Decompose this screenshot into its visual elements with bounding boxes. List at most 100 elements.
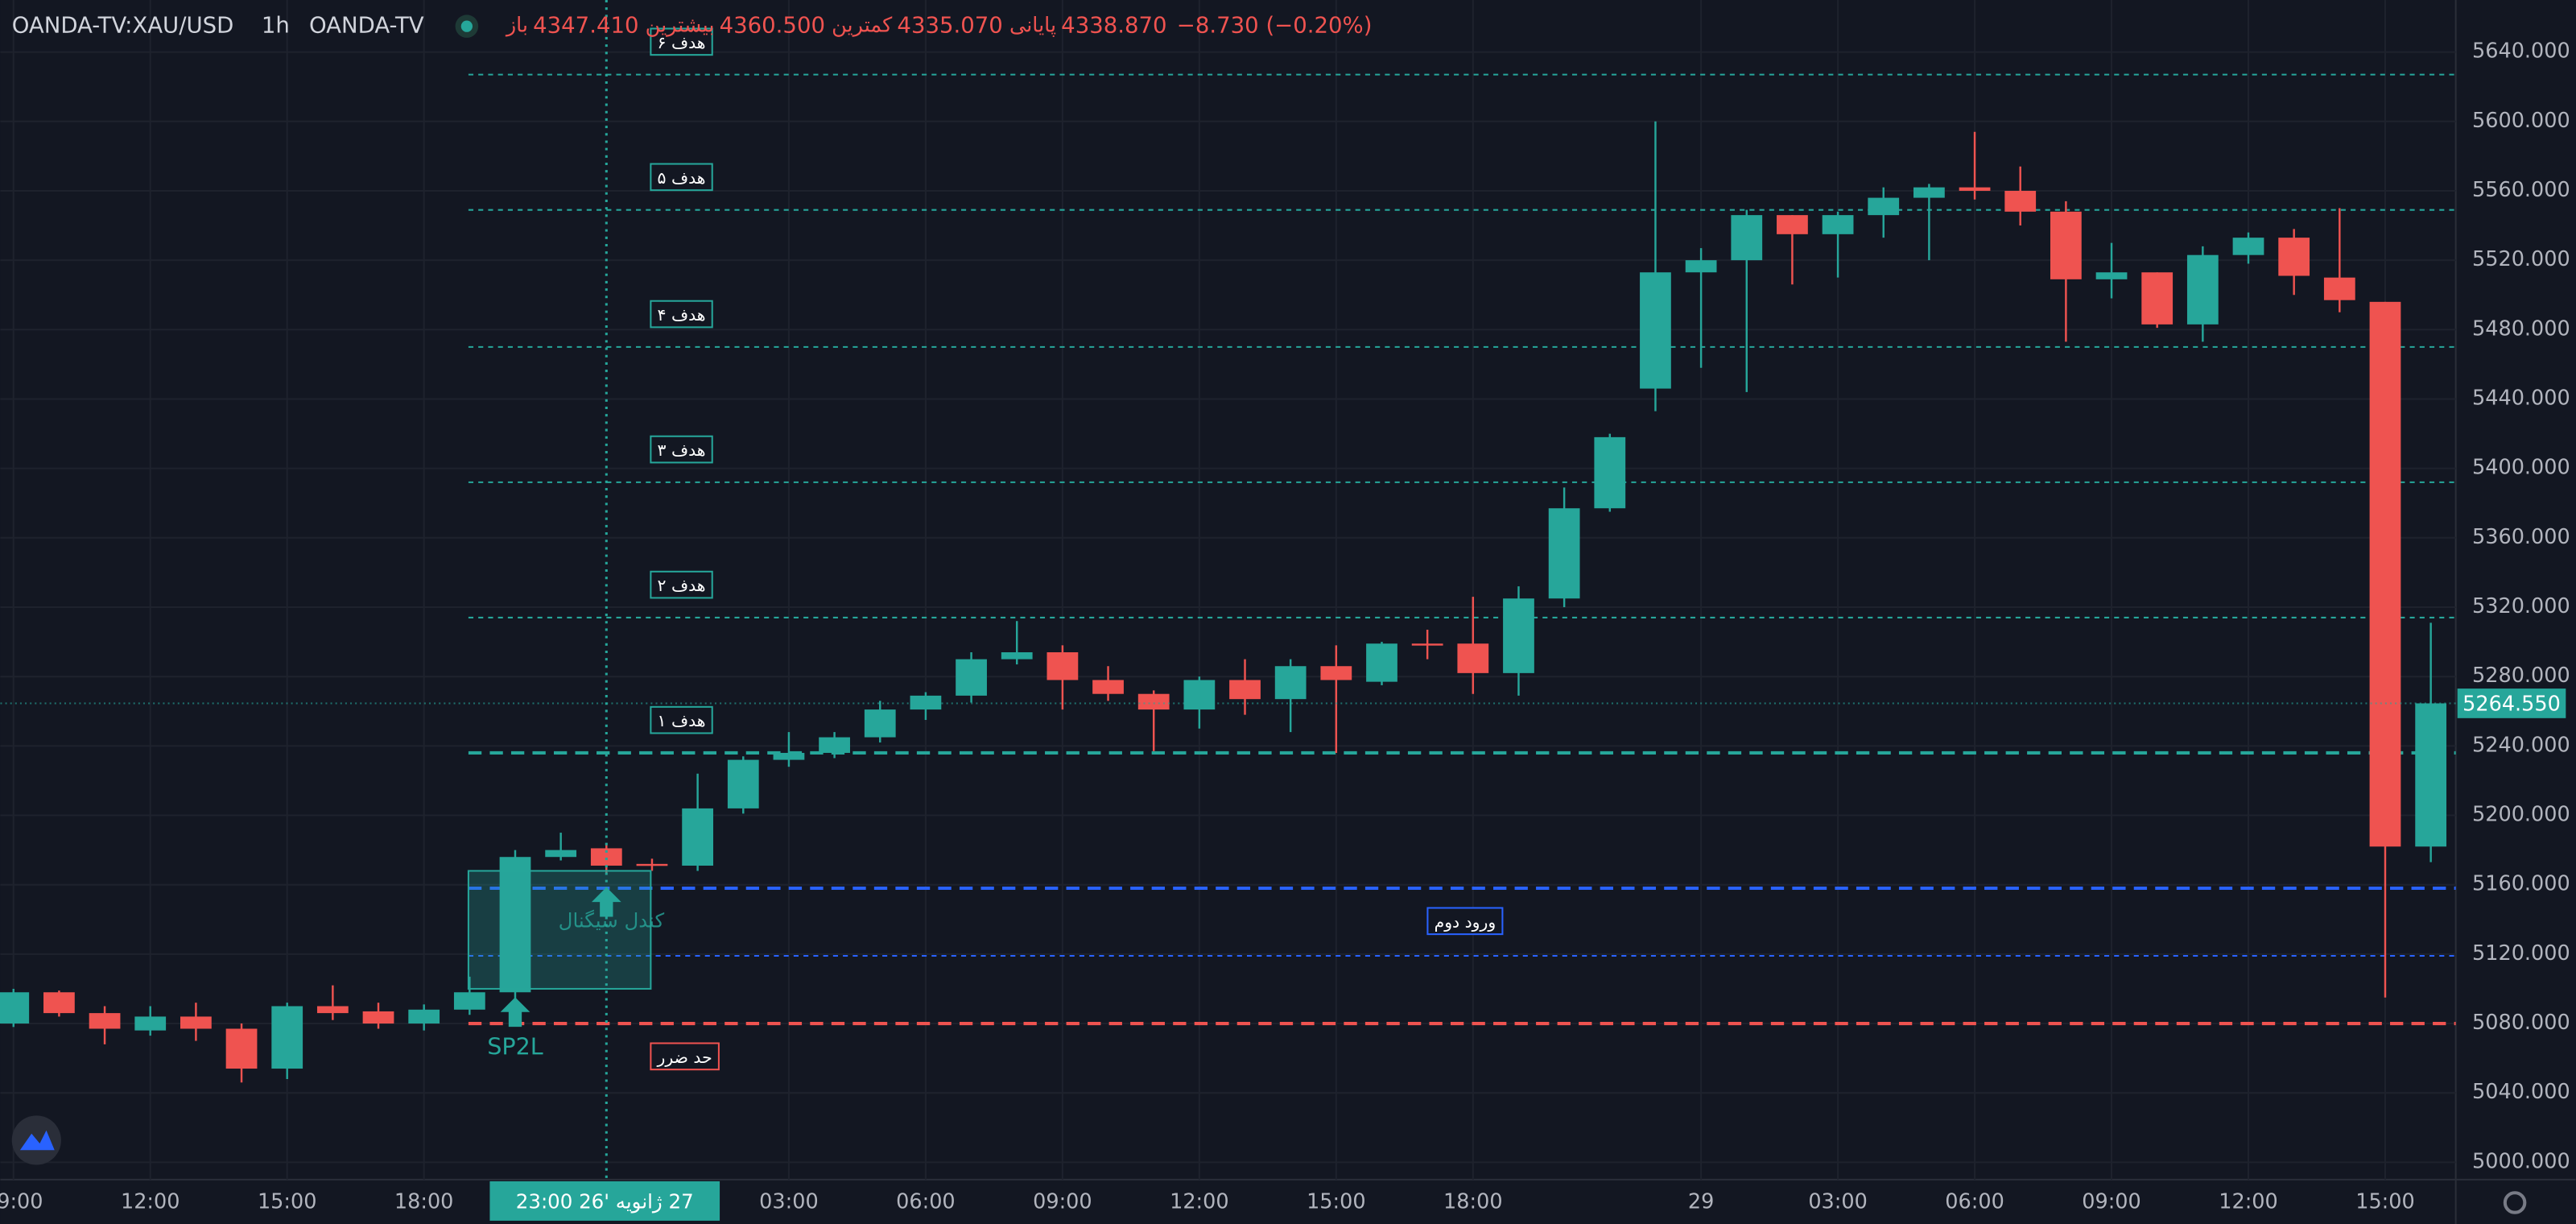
level-label: هدف ۲ [658,576,706,595]
candle-body [1594,436,1626,509]
signal-marker: SP2L [487,1033,543,1061]
candle-body [1959,187,1991,191]
x-tick-label: 12:00 [121,1189,180,1214]
ohlc-value: 4347.410 [533,13,638,39]
x-tick-label: 09:00 [0,1189,43,1214]
candle-body [1503,598,1534,673]
x-tick-label: 18:00 [1443,1189,1502,1214]
candle-body [1092,680,1124,694]
change: −8.730 (−0.20%) [1177,13,1373,39]
candle-body [271,1006,303,1069]
ohlc-value: 4335.070 [897,13,1002,39]
signal-arrow [500,997,530,1028]
candle-body [1137,693,1170,710]
ohlc-label: پایانی [1009,14,1056,38]
settings-icon[interactable] [2503,1191,2527,1214]
candle-body [1640,272,1671,389]
level-label: هدف ۱ [658,711,706,730]
y-tick-label: 5440.000 [2472,386,2570,410]
x-tick-label: 18:00 [394,1189,454,1214]
candle-body [1548,508,1580,599]
y-tick-label: 5000.000 [2472,1149,2570,1173]
candle-body [819,737,850,753]
candle-body [2323,277,2355,300]
level-label-box [650,1042,720,1071]
ohlc-label: باز [505,14,528,38]
candle-body [1457,643,1489,673]
candle-body [1229,680,1261,700]
candles [0,121,2447,1083]
candle-body [2004,190,2037,212]
y-tick-label: 5480.000 [2472,316,2570,341]
candle-body [727,759,759,808]
x-tick-label: 15:00 [258,1189,317,1214]
signal-box [467,870,652,990]
source: OANDA-TV [309,13,424,39]
y-tick-label: 5160.000 [2472,872,2570,896]
candle-body [408,1009,440,1024]
y-tick-label: 5400.000 [2472,456,2570,480]
candle-body [89,1013,121,1029]
candle-body [1913,187,1945,198]
candle-body [225,1028,258,1069]
candle-body [134,1016,167,1031]
y-tick-label: 5600.000 [2472,109,2570,133]
candle-body [590,848,622,866]
level-label-box [650,163,713,192]
candle-body [1274,666,1307,700]
y-tick-label: 5520.000 [2472,247,2570,271]
grid [0,0,2456,1180]
y-tick-label: 5280.000 [2472,664,2570,688]
x-tick-label: 12:00 [1170,1189,1229,1214]
last-price-label: 5264.550 [2462,692,2561,716]
candle-body [1685,260,1717,273]
x-tick-label: 06:00 [1945,1189,2004,1214]
y-tick-label: 5320.000 [2472,594,2570,618]
level-label-box [650,435,713,464]
y-tick-label: 5360.000 [2472,525,2570,549]
logo [11,1115,61,1165]
candle-body [682,808,714,866]
candle-body [453,992,485,1010]
crosshair-label-box [489,1181,720,1221]
level-label-box [650,27,713,56]
ohlc-value: 4360.500 [720,13,825,39]
candle-body [2369,301,2401,847]
candle-body [2141,272,2174,325]
x-tick-label: 15:00 [2355,1189,2415,1214]
level-label-box [650,300,713,329]
y-tick-label: 5040.000 [2472,1080,2570,1104]
candle-body [43,992,75,1014]
candle-body [1822,215,1854,234]
level-label-box [1426,907,1504,936]
level-label: هدف ۵ [658,168,706,188]
y-tick-label: 5080.000 [2472,1011,2570,1035]
y-tick-label: 5560.000 [2472,178,2570,202]
symbol: OANDA-TV:XAU/USD [12,13,234,39]
ohlc-label: کمترین [832,14,893,38]
header: OANDA-TV:XAU/USD 1h OANDA-TV [12,13,479,39]
crosshair-label: 27 ژانویه '26 23:00 [516,1189,694,1213]
level-label: هدف ۳ [658,440,706,460]
x-tick-label: 12:00 [2219,1189,2278,1214]
candle-body [1411,643,1443,646]
level-label-box [650,570,713,599]
y-tick-label: 5640.000 [2472,39,2570,64]
candle-body [499,857,531,993]
candle-body [773,752,805,760]
x-tick-label: 09:00 [2082,1189,2141,1214]
level-label: ورود دوم [1435,912,1496,932]
level-label: هدف ۶ [658,33,706,52]
last-price-box [2457,688,2566,718]
candle-body [956,659,987,696]
candle-body [864,709,896,738]
candle-body [2415,703,2447,847]
level-label-box [650,705,713,734]
x-tick-label: 06:00 [896,1189,956,1214]
candle-body [1001,652,1033,660]
candle-body [2095,272,2128,279]
x-tick-label: 15:00 [1307,1189,1366,1214]
candle-body [180,1016,212,1029]
